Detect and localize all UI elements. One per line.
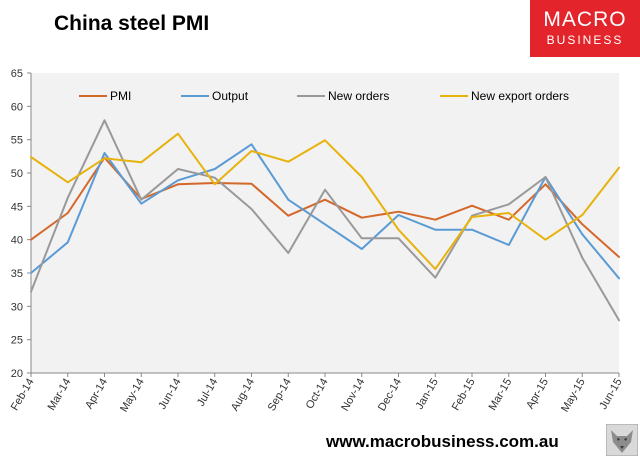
y-tick-label: 60: [11, 101, 23, 113]
series-line-new-orders: [30, 119, 620, 322]
macrobusiness-logo: MACRO BUSINESS: [530, 0, 640, 57]
legend: PMI Output New orders New export orders: [79, 89, 569, 103]
x-tick-label: Mar-14: [46, 377, 74, 413]
x-tick-label: Mar-15: [487, 377, 515, 413]
x-tick-label: Feb-15: [450, 377, 478, 413]
x-tick-label: Jun-14: [156, 377, 183, 412]
x-axis: Feb-14 Mar-14 Apr-14 May-14 Jun-14 Jul-14 Aug-…: [9, 372, 625, 415]
logo-line2: BUSINESS: [546, 33, 624, 47]
y-tick-label: 25: [11, 335, 23, 347]
y-tick-label: 45: [11, 201, 23, 213]
legend-label: PMI: [110, 89, 131, 103]
y-tick-label: 50: [11, 168, 23, 180]
y-axis: 20 25 30 35 40 45 50 55 60 65: [11, 68, 32, 380]
wolf-icon: [606, 424, 638, 456]
footer-url: www.macrobusiness.com.au: [326, 432, 559, 451]
x-tick-label: May-14: [118, 377, 147, 415]
y-tick-label: 35: [11, 268, 23, 280]
y-tick-label: 20: [11, 368, 23, 380]
legend-label: New export orders: [471, 89, 569, 103]
x-tick-label: Jun-15: [597, 377, 624, 412]
series-line-new-export-orders: [30, 132, 620, 270]
legend-label: New orders: [328, 89, 389, 103]
y-tick-label: 65: [11, 68, 23, 80]
x-tick-label: Jan-15: [414, 377, 441, 412]
x-tick-label: Apr-15: [524, 377, 551, 412]
x-tick-label: Dec-14: [376, 377, 404, 414]
legend-label: Output: [212, 89, 249, 103]
y-tick-label: 40: [11, 235, 23, 247]
y-tick-label: 30: [11, 301, 23, 313]
plot-area: [31, 73, 619, 373]
logo-line1: MACRO: [543, 8, 627, 31]
x-tick-label: Sep-14: [266, 377, 294, 414]
x-tick-label: Nov-14: [339, 377, 367, 414]
x-tick-label: Jul-14: [195, 377, 220, 409]
series-lines: [30, 119, 620, 322]
x-tick-label: Feb-14: [9, 377, 37, 413]
x-tick-label: Aug-14: [229, 377, 257, 414]
x-tick-label: Apr-14: [83, 377, 110, 412]
chart-title: China steel PMI: [54, 12, 210, 35]
x-tick-label: Oct-14: [304, 377, 331, 412]
y-tick-label: 55: [11, 135, 23, 147]
x-tick-label: May-15: [559, 377, 588, 415]
